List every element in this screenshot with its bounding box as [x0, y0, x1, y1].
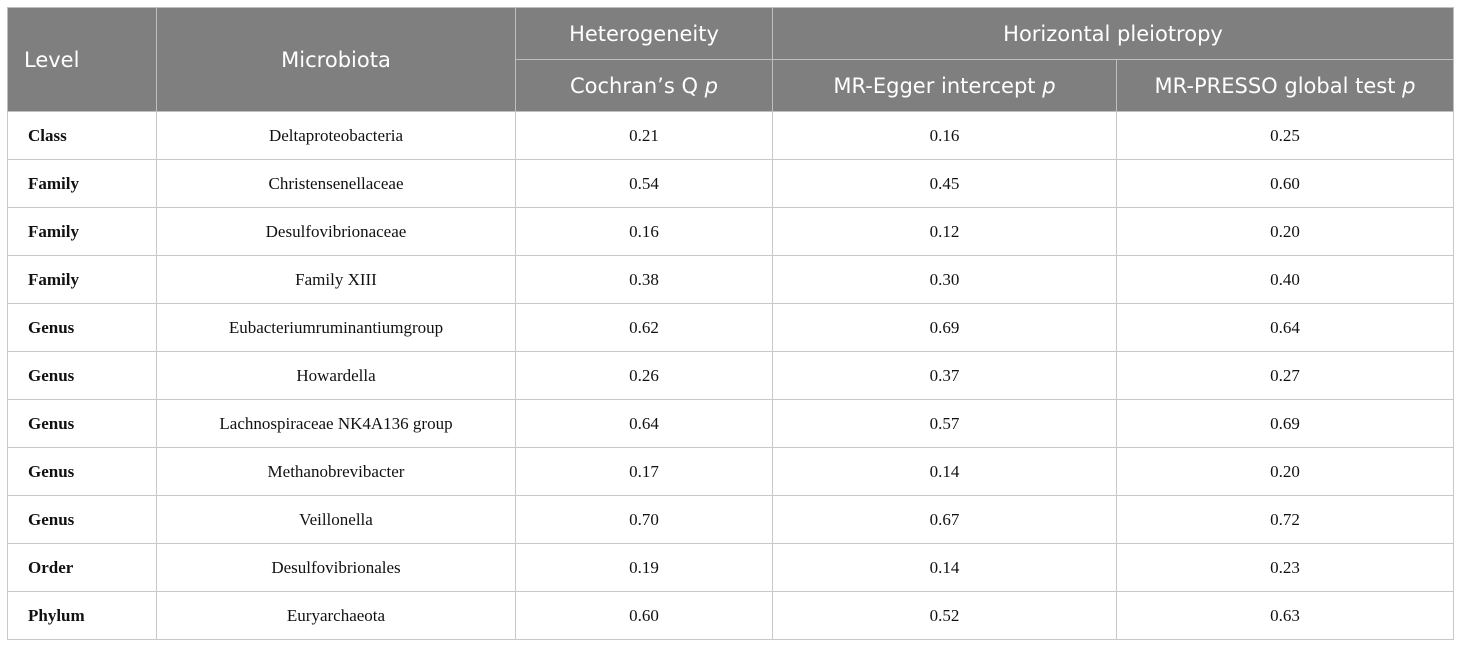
results-table: Level Microbiota Heterogeneity Horizonta…: [7, 7, 1454, 640]
cell-mr-egger-p: 0.67: [772, 495, 1117, 544]
cell-mr-presso-p: 0.20: [1116, 207, 1454, 256]
cell-microbiota: Veillonella: [156, 495, 516, 544]
cell-mr-egger-p: 0.30: [772, 255, 1117, 304]
cell-microbiota: Family XIII: [156, 255, 516, 304]
header-heterogeneity: Heterogeneity: [515, 7, 773, 60]
cell-microbiota: Lachnospiraceae NK4A136 group: [156, 399, 516, 448]
table-row: Class Deltaproteobacteria 0.21 0.16 0.25: [7, 111, 1454, 160]
cell-level: Genus: [7, 351, 157, 400]
cell-level: Genus: [7, 495, 157, 544]
cell-cochran-q-p: 0.17: [515, 447, 773, 496]
cell-cochran-q-p: 0.64: [515, 399, 773, 448]
cell-cochran-q-p: 0.26: [515, 351, 773, 400]
cell-microbiota: Eubacteriumruminantiumgroup: [156, 303, 516, 352]
cell-cochran-q-p: 0.62: [515, 303, 773, 352]
cell-level: Genus: [7, 399, 157, 448]
cell-cochran-q-p: 0.19: [515, 543, 773, 592]
cell-cochran-q-p: 0.54: [515, 159, 773, 208]
header-mr-egger-label: MR-Egger intercept: [833, 73, 1036, 98]
cell-microbiota: Deltaproteobacteria: [156, 111, 516, 160]
cell-microbiota: Desulfovibrionaceae: [156, 207, 516, 256]
cell-level: Family: [7, 255, 157, 304]
cell-cochran-q-p: 0.60: [515, 591, 773, 640]
table-row: Phylum Euryarchaeota 0.60 0.52 0.63: [7, 591, 1454, 640]
table-row: Genus Howardella 0.26 0.37 0.27: [7, 351, 1454, 400]
header-p-symbol: p: [1042, 73, 1056, 98]
header-mr-egger-p: MR-Egger intercept p: [772, 59, 1117, 112]
header-p-symbol: p: [704, 73, 719, 98]
cell-mr-presso-p: 0.20: [1116, 447, 1454, 496]
cell-mr-egger-p: 0.12: [772, 207, 1117, 256]
header-mr-presso-p: MR-PRESSO global test p: [1116, 59, 1454, 112]
cell-cochran-q-p: 0.38: [515, 255, 773, 304]
header-microbiota: Microbiota: [156, 7, 516, 112]
header-row-sub: Cochran’s Q p MR-Egger intercept p MR-PR…: [8, 59, 1454, 112]
cell-microbiota: Howardella: [156, 351, 516, 400]
cell-microbiota: Methanobrevibacter: [156, 447, 516, 496]
table-row: Family Family XIII 0.38 0.30 0.40: [7, 255, 1454, 304]
header-p-symbol: p: [1402, 73, 1416, 98]
header-row-top: Level Microbiota Heterogeneity Horizonta…: [7, 7, 1454, 112]
cell-mr-presso-p: 0.23: [1116, 543, 1454, 592]
cell-mr-presso-p: 0.69: [1116, 399, 1454, 448]
table-row: Genus Veillonella 0.70 0.67 0.72: [7, 495, 1454, 544]
header-cochran-q-label: Cochran’s Q: [569, 73, 698, 98]
cell-mr-presso-p: 0.60: [1116, 159, 1454, 208]
cell-mr-egger-p: 0.69: [772, 303, 1117, 352]
cell-mr-presso-p: 0.25: [1116, 111, 1454, 160]
cell-mr-egger-p: 0.14: [772, 447, 1117, 496]
cell-cochran-q-p: 0.70: [515, 495, 773, 544]
cell-level: Family: [7, 159, 157, 208]
table-row: Genus Methanobrevibacter 0.17 0.14 0.20: [7, 447, 1454, 496]
table-row: Genus Lachnospiraceae NK4A136 group 0.64…: [7, 399, 1454, 448]
table-row: Order Desulfovibrionales 0.19 0.14 0.23: [7, 543, 1454, 592]
cell-mr-egger-p: 0.45: [772, 159, 1117, 208]
cell-mr-egger-p: 0.57: [772, 399, 1117, 448]
cell-mr-egger-p: 0.16: [772, 111, 1117, 160]
header-cochran-q-p: Cochran’s Q p: [515, 59, 773, 112]
cell-mr-presso-p: 0.40: [1116, 255, 1454, 304]
table-row: Family Christensenellaceae 0.54 0.45 0.6…: [7, 159, 1454, 208]
cell-microbiota: Desulfovibrionales: [156, 543, 516, 592]
table-header: Level Microbiota Heterogeneity Horizonta…: [7, 7, 1454, 112]
header-mr-presso-label: MR-PRESSO global test: [1154, 73, 1396, 98]
cell-level: Family: [7, 207, 157, 256]
cell-cochran-q-p: 0.21: [515, 111, 773, 160]
table-body: Class Deltaproteobacteria 0.21 0.16 0.25…: [7, 111, 1454, 640]
header-horizontal-pleiotropy: Horizontal pleiotropy: [772, 7, 1454, 60]
table-row: Family Desulfovibrionaceae 0.16 0.12 0.2…: [7, 207, 1454, 256]
cell-level: Genus: [7, 303, 157, 352]
cell-level: Phylum: [7, 591, 157, 640]
cell-cochran-q-p: 0.16: [515, 207, 773, 256]
cell-mr-presso-p: 0.72: [1116, 495, 1454, 544]
cell-mr-presso-p: 0.27: [1116, 351, 1454, 400]
header-level: Level: [7, 7, 157, 112]
cell-mr-egger-p: 0.14: [772, 543, 1117, 592]
cell-mr-egger-p: 0.52: [772, 591, 1117, 640]
cell-microbiota: Euryarchaeota: [156, 591, 516, 640]
cell-level: Class: [7, 111, 157, 160]
cell-microbiota: Christensenellaceae: [156, 159, 516, 208]
cell-mr-presso-p: 0.63: [1116, 591, 1454, 640]
cell-level: Order: [7, 543, 157, 592]
table-row: Genus Eubacteriumruminantiumgroup 0.62 0…: [7, 303, 1454, 352]
cell-level: Genus: [7, 447, 157, 496]
cell-mr-egger-p: 0.37: [772, 351, 1117, 400]
cell-mr-presso-p: 0.64: [1116, 303, 1454, 352]
